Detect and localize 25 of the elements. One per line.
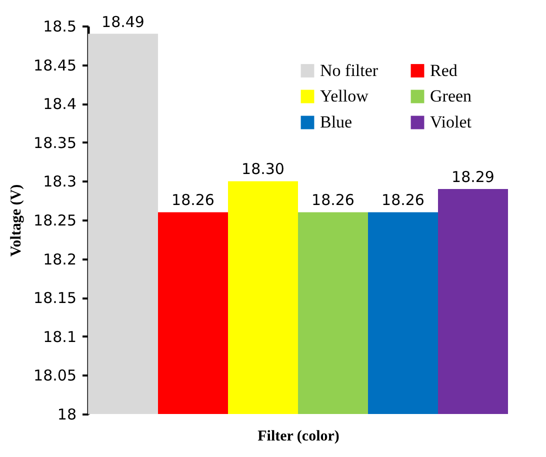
y-tick-label: 18.4 <box>43 95 76 114</box>
y-tick-label: 18 <box>57 406 76 424</box>
y-tick-label: 18.15 <box>34 289 76 308</box>
y-tick-label: 18.25 <box>34 212 76 230</box>
data-label: 18.29 <box>452 168 494 186</box>
data-label: 18.26 <box>172 191 214 210</box>
x-axis-title: Filter (color) <box>258 428 340 444</box>
y-tick-label: 18.2 <box>43 250 76 268</box>
legend-label: Green <box>430 86 472 106</box>
data-label: 18.30 <box>242 160 284 178</box>
data-label: 18.49 <box>102 12 144 31</box>
y-tick-label: 18.45 <box>34 56 76 74</box>
legend-label: Red <box>430 60 458 80</box>
y-tick-label: 18.5 <box>43 18 76 36</box>
data-label: 18.26 <box>312 191 354 210</box>
legend-label: No filter <box>320 60 378 80</box>
y-tick-label: 18.3 <box>43 172 76 191</box>
legend-label: Yellow <box>320 86 370 106</box>
y-tick-label: 18.05 <box>34 366 76 385</box>
legend-label: Blue <box>320 112 352 132</box>
y-tick-label: 18.1 <box>43 328 76 346</box>
y-axis-title: Voltage (V) <box>8 184 25 257</box>
y-tick-label: 18.35 <box>34 134 76 152</box>
data-label: 18.26 <box>382 191 424 210</box>
legend-label: Violet <box>430 112 472 132</box>
